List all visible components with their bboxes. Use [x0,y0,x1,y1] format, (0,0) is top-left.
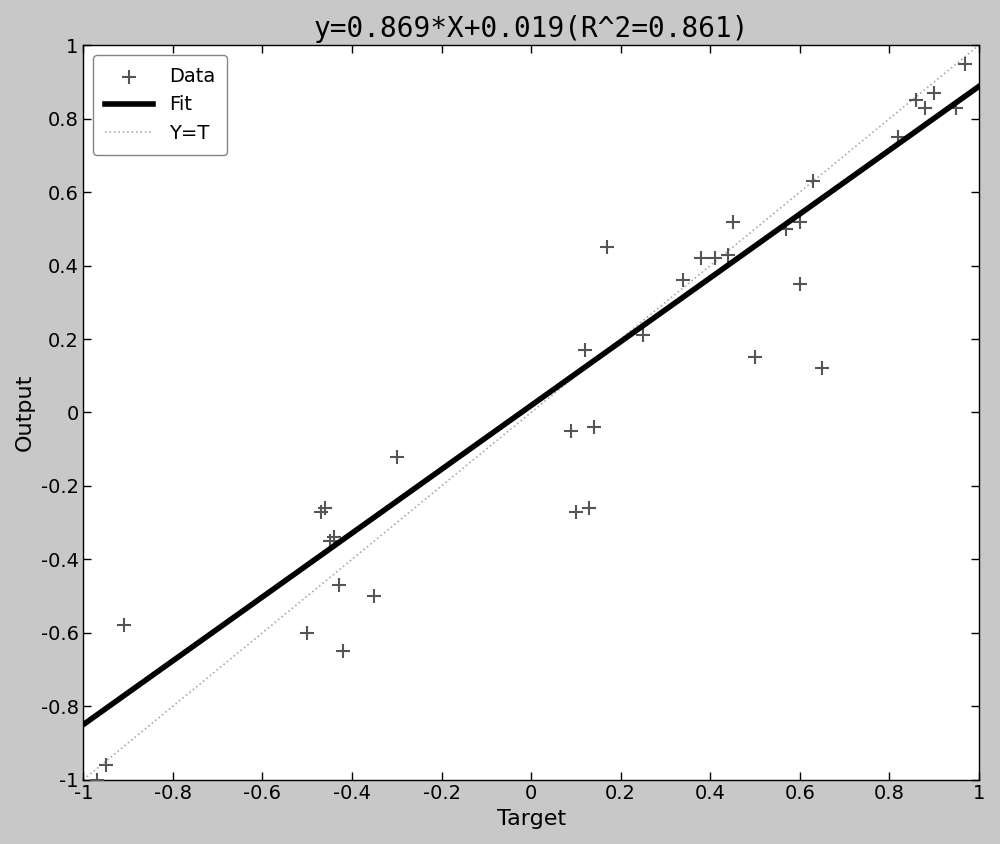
Y-axis label: Output: Output [15,374,35,452]
Data [599,241,615,254]
Data [778,222,794,235]
Data [635,328,651,342]
Data [313,505,329,518]
Data [568,505,584,518]
Data [389,450,405,463]
Data [366,589,382,603]
Data [331,578,347,592]
Data [299,626,315,640]
Data [814,361,830,375]
Legend: Data, Fit, Y=T: Data, Fit, Y=T [93,55,227,154]
Data [747,350,763,364]
Data [581,501,597,515]
Data [693,252,709,265]
Data [957,57,973,70]
Data [792,277,808,290]
Data [948,101,964,115]
Data [675,273,691,287]
Data [917,101,933,115]
Data [563,424,579,437]
Data [317,501,333,515]
Data [725,215,741,229]
Data [926,86,942,100]
Data [805,175,821,188]
Data [586,420,602,434]
Data [98,758,114,771]
Data [890,130,906,143]
X-axis label: Target: Target [497,809,566,829]
Data [326,531,342,544]
Data [908,94,924,107]
Data [89,773,105,787]
Data [720,248,736,262]
Data [707,252,723,265]
Title: y=0.869*X+0.019(R^2=0.861): y=0.869*X+0.019(R^2=0.861) [313,15,749,43]
Data [116,619,132,632]
Data [335,644,351,657]
Data [322,534,338,548]
Data [792,215,808,229]
Data [577,344,593,357]
